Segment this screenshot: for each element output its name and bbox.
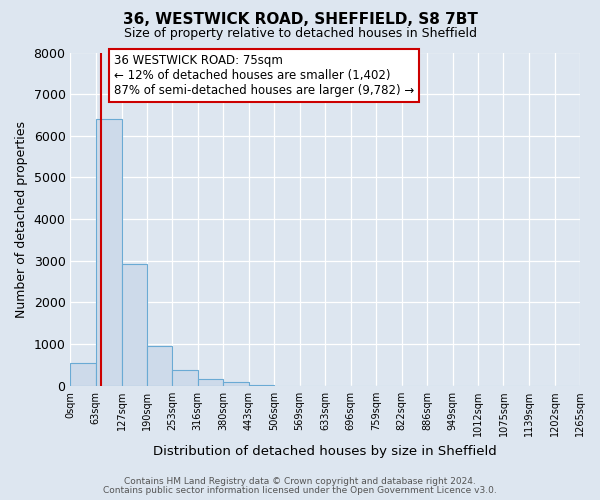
Bar (172, 370, 198, 386)
Bar (96, 119, 122, 386)
Text: Size of property relative to detached houses in Sheffield: Size of property relative to detached ho… (124, 28, 476, 40)
Bar (70, 363, 96, 386)
Bar (223, 382, 249, 386)
Y-axis label: Number of detached properties: Number of detached properties (15, 120, 28, 318)
Text: 36, WESTWICK ROAD, SHEFFIELD, S8 7BT: 36, WESTWICK ROAD, SHEFFIELD, S8 7BT (122, 12, 478, 28)
Bar (122, 264, 147, 386)
X-axis label: Distribution of detached houses by size in Sheffield: Distribution of detached houses by size … (154, 444, 497, 458)
Text: 36 WESTWICK ROAD: 75sqm
← 12% of detached houses are smaller (1,402)
87% of semi: 36 WESTWICK ROAD: 75sqm ← 12% of detache… (114, 54, 414, 97)
Bar (147, 346, 172, 386)
Text: Contains HM Land Registry data © Crown copyright and database right 2024.: Contains HM Land Registry data © Crown c… (124, 477, 476, 486)
Text: Contains public sector information licensed under the Open Government Licence v3: Contains public sector information licen… (103, 486, 497, 495)
Bar (198, 378, 223, 386)
